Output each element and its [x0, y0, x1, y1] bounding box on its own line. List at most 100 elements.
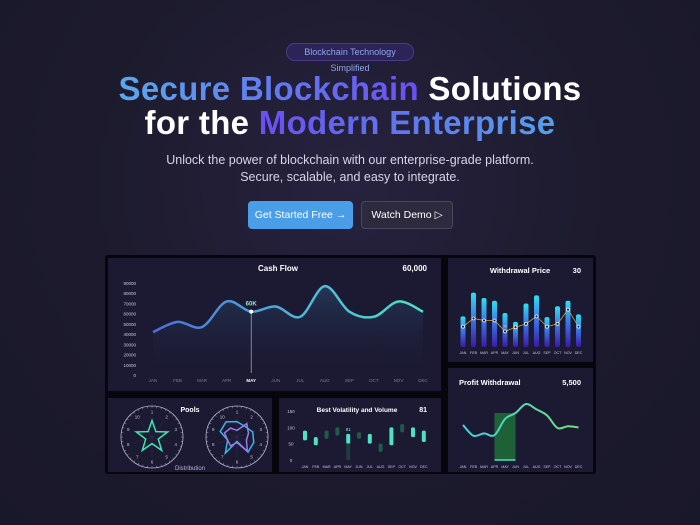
- withdrawal-price-point: [482, 318, 486, 323]
- radar-tick: [214, 457, 217, 460]
- radar-tick: [164, 409, 167, 412]
- volatility-x-tick: SEP: [388, 465, 396, 469]
- radar-tick: [168, 411, 171, 414]
- radar-tick: [211, 453, 214, 456]
- withdrawal-price-point: [513, 325, 518, 330]
- radar-tick: [129, 414, 132, 417]
- cash-flow-x-tick: JAN: [149, 378, 158, 383]
- withdrawal-price-point: [503, 329, 507, 334]
- cash-flow-y-tick: 60000: [123, 312, 136, 317]
- radar-tick: [175, 453, 178, 456]
- cash-flow-y-tick: 0: [133, 373, 136, 378]
- radar-tick: [257, 457, 260, 460]
- profit-withdrawal-x-tick: JUN: [512, 465, 519, 469]
- radar-tick: [160, 407, 162, 410]
- button-label: Get Started Free: [254, 209, 333, 221]
- volatility-candle: [400, 424, 405, 433]
- radar-axis-label: 8: [127, 442, 130, 447]
- withdrawal-price-bar: [481, 298, 487, 347]
- cash-flow-x-tick: FEB: [173, 378, 182, 383]
- withdrawal-price-point: [492, 318, 497, 323]
- hero-title-line1: Secure Blockchain Solutions: [0, 72, 700, 106]
- pools-panel: [108, 398, 272, 472]
- profit-withdrawal-x-tick: AUG: [533, 465, 541, 469]
- volatility-x-tick: APR: [334, 465, 342, 469]
- radar-tick: [124, 422, 127, 425]
- volatility-candle: [335, 427, 340, 436]
- profit-withdrawal-x-tick: MAY: [501, 465, 509, 469]
- play-icon: ▷: [434, 209, 443, 221]
- withdrawal-price-x-tick: FEB: [470, 351, 478, 355]
- cash-flow-y-tick: 20000: [123, 353, 136, 358]
- volatility-candle: [378, 443, 383, 452]
- profit-withdrawal-x-tick: OCT: [554, 465, 562, 469]
- radar-tick: [260, 418, 263, 421]
- withdrawal-price-point: [471, 316, 476, 321]
- cash-flow-x-tick: DEC: [418, 378, 428, 383]
- watch-demo-button[interactable]: Watch Demo ▷: [361, 201, 453, 229]
- volatility-x-tick: JUN: [356, 465, 363, 469]
- withdrawal-price-point: [461, 324, 465, 329]
- withdrawal-price-x-tick: DEC: [575, 351, 583, 355]
- radar-tick: [177, 449, 180, 452]
- profit-withdrawal-panel: [448, 368, 593, 472]
- profit-withdrawal-x-tick: SEP: [543, 465, 551, 469]
- radar-tick: [214, 414, 217, 417]
- radar-tick: [227, 464, 229, 467]
- withdrawal-price-bar: [576, 314, 581, 347]
- radar-axis-label: 7: [136, 455, 139, 460]
- title-text: Solutions: [428, 70, 582, 107]
- radar-tick: [137, 462, 140, 465]
- volatility-y-tick: 50: [288, 442, 294, 447]
- volatility-y-tick: 0: [290, 458, 293, 463]
- cash-flow-x-tick: APR: [222, 378, 232, 383]
- radar-axis-label: 9: [127, 427, 130, 432]
- radar-axis-label: 10: [220, 414, 226, 419]
- cash-flow-total: 60,000: [403, 264, 428, 273]
- radar-axis-label: 4: [175, 442, 178, 447]
- cash-flow-marker-point: [249, 309, 254, 314]
- cash-flow-x-tick: MAR: [197, 378, 208, 383]
- pools-title: Pools: [180, 407, 199, 414]
- withdrawal-price-bar: [492, 300, 497, 347]
- volatility-candle: [411, 427, 415, 438]
- radar-tick: [175, 418, 178, 421]
- radar-tick: [222, 462, 225, 465]
- radar-tick: [249, 409, 252, 412]
- radar-tick: [179, 445, 182, 447]
- hero-subtitle: Unlock the power of blockchain with our …: [166, 153, 534, 184]
- radar-tick: [257, 414, 260, 417]
- radar-tick: [133, 411, 136, 414]
- dashboard-preview: Cash Flow 60,000 Withdrawal Price 30 Pro…: [105, 255, 596, 474]
- cash-flow-x-tick: JUN: [271, 378, 280, 383]
- radar-spoke: [140, 420, 153, 438]
- cash-flow-x-tick: OCT: [369, 378, 379, 383]
- radar-axis-label: 8: [212, 442, 215, 447]
- radar-tick: [137, 409, 140, 412]
- profit-withdrawal-value: 5,500: [562, 378, 581, 387]
- radar-tick: [172, 414, 175, 417]
- radar-axis-label: 10: [135, 414, 141, 419]
- cash-flow-x-tick: AUG: [320, 378, 330, 383]
- radar-spoke: [151, 420, 164, 438]
- radar-tick: [179, 427, 182, 429]
- volatility-candle: [421, 430, 426, 443]
- radar-tick: [245, 464, 247, 467]
- cash-flow-y-tick: 40000: [123, 332, 136, 337]
- cash-flow-y-tick: 10000: [123, 363, 136, 368]
- radar-spoke: [151, 436, 172, 444]
- volatility-title: Best Volatility and Volume: [317, 407, 398, 414]
- volatility-value: 81: [419, 407, 427, 414]
- radar-tick: [129, 457, 132, 460]
- withdrawal-price-point: [524, 322, 528, 326]
- profit-withdrawal-x-tick: MAR: [480, 465, 488, 469]
- profit-withdrawal-x-tick: APR: [491, 465, 499, 469]
- cash-flow-x-tick: JUL: [296, 378, 304, 383]
- get-started-button[interactable]: Get Started Free →: [248, 201, 353, 229]
- radar-tick: [133, 460, 136, 463]
- radar-axis-label: 7: [221, 455, 224, 460]
- cash-flow-title: Cash Flow: [258, 264, 299, 273]
- radar-polygon: [134, 418, 170, 453]
- volatility-x-tick: DEC: [420, 465, 428, 469]
- radar-tick: [207, 427, 210, 429]
